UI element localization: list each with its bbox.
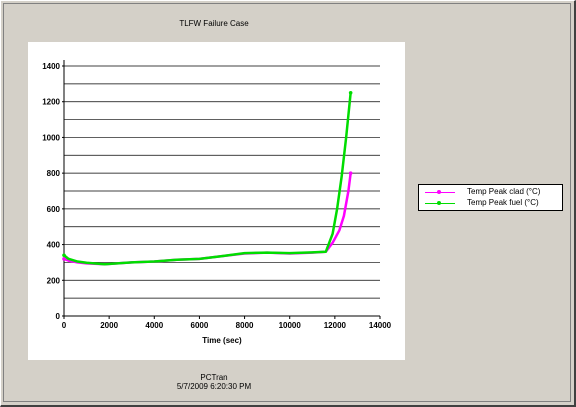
series-point-fuel	[62, 253, 66, 258]
series-line-fuel	[63, 92, 352, 266]
y-tick-label: 0	[56, 312, 61, 321]
legend: Temp Peak clad (°C) Temp Peak fuel (°C)	[418, 184, 563, 211]
x-tick-label: 0	[62, 321, 67, 330]
y-tick-label: 600	[47, 205, 61, 214]
grid-lines	[64, 65, 380, 317]
series-lines	[62, 90, 353, 266]
series-point-fuel	[348, 90, 353, 95]
legend-marker-fuel	[437, 201, 441, 205]
chart-frame: TLFW Failure Case 0 200 400 600 800 1000 1200 1…	[3, 3, 571, 402]
x-tick-label: 4000	[145, 321, 163, 330]
footer-app-name: PCTran	[200, 373, 228, 382]
x-tick-label: 2000	[100, 321, 118, 330]
legend-entry-clad: Temp Peak clad (°C)	[419, 187, 562, 199]
y-tick-label: 400	[47, 241, 61, 250]
series-point-clad	[348, 171, 353, 175]
legend-label-fuel: Temp Peak fuel (°C)	[467, 198, 539, 207]
x-tick-label: 6000	[191, 321, 209, 330]
footer-datetime: 5/7/2009 6:20:30 PM	[176, 382, 252, 391]
footer: PCTran 5/7/2009 6:20:30 PM	[4, 373, 424, 391]
y-tick-label: 1400	[42, 62, 60, 71]
y-tick-label: 800	[47, 169, 61, 178]
x-tick-label: 12000	[324, 321, 347, 330]
x-tick-label: 14000	[369, 321, 392, 330]
legend-marker-clad	[437, 190, 441, 194]
series-point-clad	[62, 257, 66, 261]
x-tick-label: 8000	[236, 321, 254, 330]
chart-title: TLFW Failure Case	[179, 19, 249, 28]
series-line-clad	[63, 172, 352, 266]
y-tick-label: 200	[47, 276, 61, 285]
plot-panel: 0 200 400 600 800 1000 1200 1400 0 2000 4000 6000 80…	[28, 42, 405, 360]
axes	[63, 60, 380, 317]
x-axis-label: Time (sec)	[202, 336, 242, 345]
y-tick-label: 1200	[42, 98, 60, 107]
legend-label-clad: Temp Peak clad (°C)	[467, 187, 541, 196]
x-tick-label: 10000	[279, 321, 302, 330]
legend-entry-fuel: Temp Peak fuel (°C)	[419, 198, 562, 210]
y-tick-label: 1000	[42, 133, 60, 142]
